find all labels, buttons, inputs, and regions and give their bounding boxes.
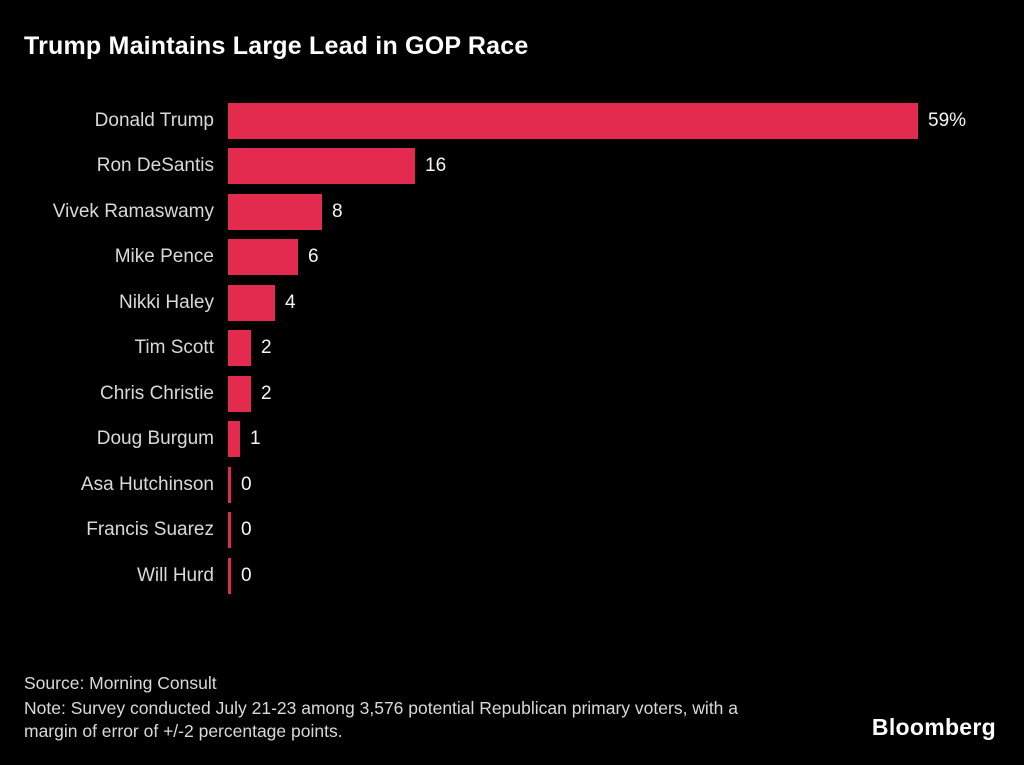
chart-title: Trump Maintains Large Lead in GOP Race [24, 32, 529, 60]
bar-row: Doug Burgum 1 [24, 417, 1014, 463]
bar-track: 2 [228, 375, 1014, 412]
bar-row: Will Hurd 0 [24, 553, 1014, 599]
bar-row: Tim Scott 2 [24, 326, 1014, 372]
bar-track: 6 [228, 239, 1014, 276]
category-label: Asa Hutchinson [80, 473, 214, 495]
category-label: Vivek Ramaswamy [52, 200, 214, 222]
source-text: Source: Morning Consult [24, 673, 217, 693]
bar-track: 16 [228, 148, 1014, 185]
value-label: 6 [308, 246, 319, 268]
bar-row: Chris Christie 2 [24, 371, 1014, 417]
category-label: Will Hurd [136, 564, 214, 586]
category-label: Doug Burgum [96, 428, 214, 450]
chart-footer: Source: Morning Consult Note: Survey con… [24, 672, 1000, 743]
category-label: Nikki Haley [118, 291, 214, 313]
bar-track: 0 [228, 557, 1014, 594]
bar [228, 330, 251, 367]
value-label: 16 [425, 155, 447, 177]
value-label: 1 [250, 428, 261, 450]
bar-track: 1 [228, 421, 1014, 458]
value-label: 0 [241, 473, 252, 495]
category-label: Francis Suarez [86, 519, 214, 541]
category-label: Chris Christie [99, 382, 214, 404]
value-label: 2 [261, 382, 272, 404]
bar-row: Asa Hutchinson 0 [24, 462, 1014, 508]
bar-track: 4 [228, 284, 1014, 321]
bar-track: 2 [228, 330, 1014, 367]
bar [228, 466, 231, 503]
bar-row: Francis Suarez 0 [24, 508, 1014, 554]
bar [228, 375, 251, 412]
bar-track: 0 [228, 512, 1014, 549]
bar-track: 59% [228, 102, 1014, 139]
value-label: 4 [285, 291, 296, 313]
value-label: 0 [241, 564, 252, 586]
value-label: 8 [332, 200, 343, 222]
category-label: Mike Pence [114, 246, 214, 268]
bar-track: 0 [228, 466, 1014, 503]
bar [228, 148, 415, 185]
bar-row: Vivek Ramaswamy 8 [24, 189, 1014, 235]
bar [228, 102, 918, 139]
bar-row: Nikki Haley 4 [24, 280, 1014, 326]
bar [228, 512, 231, 549]
category-label: Tim Scott [134, 337, 214, 359]
bar [228, 284, 275, 321]
value-label: 0 [241, 519, 252, 541]
value-label: 59% [928, 109, 967, 131]
bar-chart: Donald Trump 59% Ron DeSantis 16 Vivek Ramas… [24, 98, 1014, 599]
value-label: 2 [261, 337, 272, 359]
category-label: Donald Trump [94, 109, 214, 131]
bar-row: Ron DeSantis 16 [24, 144, 1014, 190]
bar [228, 557, 231, 594]
bar-track: 8 [228, 193, 1014, 230]
bar [228, 193, 322, 230]
bar-row: Donald Trump 59% [24, 98, 1014, 144]
note-text: Note: Survey conducted July 21-23 among … [24, 698, 739, 741]
category-label: Ron DeSantis [96, 155, 214, 177]
bar [228, 239, 298, 276]
bar [228, 421, 240, 458]
bar-row: Mike Pence 6 [24, 235, 1014, 281]
bloomberg-logo: Bloomberg [871, 714, 996, 740]
